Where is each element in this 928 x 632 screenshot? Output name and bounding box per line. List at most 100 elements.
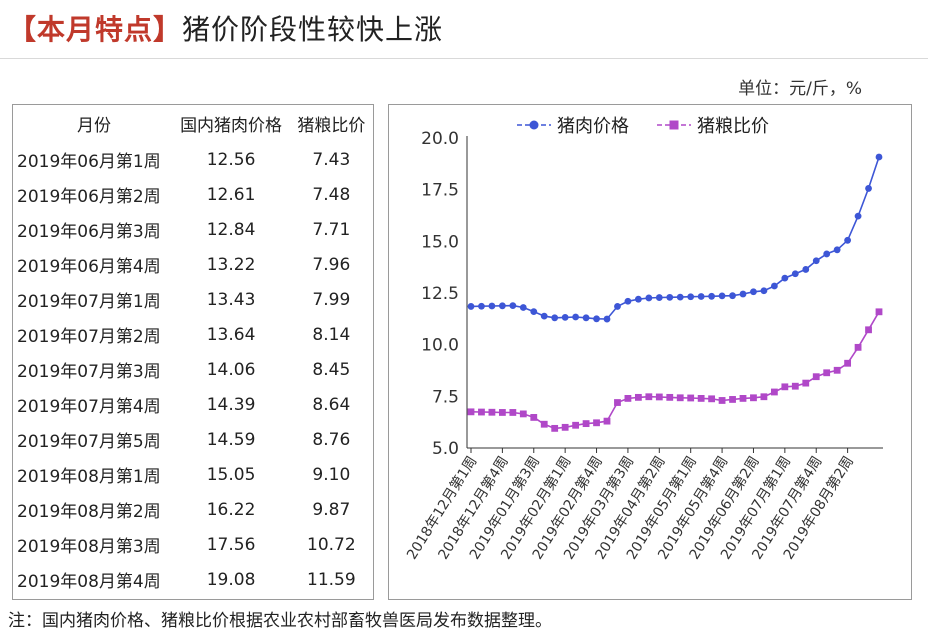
series-point-2 [760, 393, 768, 401]
series-point-1 [708, 292, 716, 300]
cell-month: 2019年06月第1周 [17, 152, 161, 172]
series-point-1 [467, 303, 475, 310]
cell-pork-price: 14.39 [206, 394, 256, 415]
series-point-2 [467, 408, 475, 416]
chart-panel: 5.0 7.5 10.0 12.5 15.0 17.5 20.0 2018年12月第1周 201… [388, 104, 912, 600]
series-point-1 [875, 153, 883, 161]
series-point-1 [865, 185, 872, 192]
cell-month: 2019年07月第4周 [17, 397, 161, 417]
y-tick-label: 20.0 [421, 129, 459, 149]
table-row: 2019年06月第2周 12.61 7.48 [13, 177, 373, 212]
series-point-2 [561, 423, 569, 431]
cell-month: 2019年08月第1周 [17, 467, 161, 487]
page-title: 【本月特点】猪价阶段性较快上涨 [8, 8, 443, 48]
table-header-row: 月份 国内猪肉价格 猪粮比价 [13, 105, 373, 142]
series-point-2 [530, 414, 538, 421]
table-row: 2019年06月第1周 12.56 7.43 [13, 142, 373, 177]
series-point-1 [823, 250, 831, 258]
series-point-1 [781, 274, 789, 282]
series-point-1 [854, 212, 862, 220]
series-point-2 [729, 396, 736, 403]
cell-ratio: 8.76 [312, 429, 351, 450]
series-point-1 [509, 302, 517, 310]
series-point-1 [498, 302, 506, 310]
cell-ratio: 7.48 [312, 184, 351, 205]
cell-month: 2019年06月第4周 [17, 257, 161, 277]
cell-ratio: 9.10 [312, 464, 351, 485]
series-point-1 [519, 304, 527, 311]
series-point-1 [603, 315, 611, 323]
series-point-2 [770, 388, 778, 396]
cell-ratio: 8.14 [312, 324, 351, 345]
series-point-2 [854, 343, 862, 351]
legend-marker-2 [669, 120, 679, 130]
table-row: 2019年08月第2周 16.22 9.87 [13, 492, 373, 527]
cell-month: 2019年08月第3周 [17, 537, 161, 557]
series-point-1 [697, 293, 705, 300]
series-point-2 [739, 395, 747, 402]
series-point-1 [530, 308, 538, 315]
series-point-1 [676, 293, 684, 301]
legend-marker-1 [529, 120, 539, 130]
series-point-1 [760, 287, 768, 295]
cell-pork-price: 12.56 [206, 149, 256, 170]
series-point-1 [540, 312, 548, 320]
cell-ratio: 7.43 [312, 149, 351, 170]
series-point-1 [844, 236, 852, 244]
cell-pork-price: 15.05 [206, 464, 256, 485]
series-line-1 [470, 156, 880, 320]
col-header-pork-price: 国内猪肉价格 [180, 116, 283, 136]
series-point-2 [875, 308, 883, 316]
cell-ratio: 11.59 [307, 569, 356, 590]
cell-ratio: 10.72 [307, 534, 356, 555]
series-point-2 [718, 397, 726, 404]
series-point-2 [509, 409, 517, 416]
series-point-1 [634, 295, 642, 303]
series-point-2 [697, 395, 705, 402]
cell-pork-price: 12.61 [206, 184, 256, 205]
series-point-1 [666, 293, 674, 301]
table-row: 2019年07月第5周 14.59 8.76 [13, 422, 373, 457]
series-point-1 [478, 302, 485, 310]
table-row: 2019年06月第3周 12.84 7.71 [13, 212, 373, 247]
cell-ratio: 8.45 [312, 359, 351, 380]
series-point-2 [676, 394, 684, 402]
series-point-2 [593, 419, 600, 427]
series-point-1 [729, 292, 736, 300]
cell-pork-price: 19.08 [206, 569, 256, 590]
cell-pork-price: 12.84 [206, 219, 256, 240]
series-point-2 [519, 410, 527, 418]
y-tick-label: 10.0 [421, 336, 459, 356]
series-point-2 [582, 420, 590, 428]
cell-month: 2019年07月第5周 [17, 432, 161, 452]
line-chart: 5.07.510.012.515.017.520.02018年12月第1周201… [403, 116, 883, 562]
cell-ratio: 7.71 [312, 219, 351, 240]
series-point-1 [833, 246, 841, 254]
col-header-month: 月份 [77, 116, 111, 136]
series-point-1 [624, 297, 632, 305]
cell-ratio: 7.99 [312, 289, 351, 310]
unit-label: 单位：元/斤，% [738, 79, 862, 99]
series-line-2 [470, 311, 880, 430]
y-tick-label: 17.5 [421, 181, 459, 201]
series-point-1 [488, 302, 496, 310]
cell-month: 2019年07月第1周 [17, 292, 161, 312]
series-point-2 [833, 366, 841, 374]
series-point-1 [750, 288, 757, 296]
table-row: 2019年07月第2周 13.64 8.14 [13, 317, 373, 352]
cell-month: 2019年06月第3周 [17, 222, 161, 242]
cell-pork-price: 17.56 [206, 534, 256, 555]
cell-ratio: 8.64 [312, 394, 351, 415]
series-point-1 [645, 294, 653, 302]
series-point-1 [791, 270, 799, 278]
series-point-2 [603, 417, 611, 425]
cell-month: 2019年06月第2周 [17, 187, 161, 207]
cell-month: 2019年07月第3周 [17, 362, 161, 382]
cell-ratio: 9.87 [312, 499, 351, 520]
cell-month: 2019年07月第2周 [17, 327, 161, 347]
series-point-2 [645, 393, 653, 401]
data-table: 月份 国内猪肉价格 猪粮比价 2019年06月第1周 12.56 7.43 2019年… [13, 105, 373, 597]
cell-month: 2019年08月第4周 [17, 572, 161, 592]
table-row: 2019年08月第4周 19.08 11.59 [13, 562, 373, 597]
series-point-2 [572, 421, 580, 429]
